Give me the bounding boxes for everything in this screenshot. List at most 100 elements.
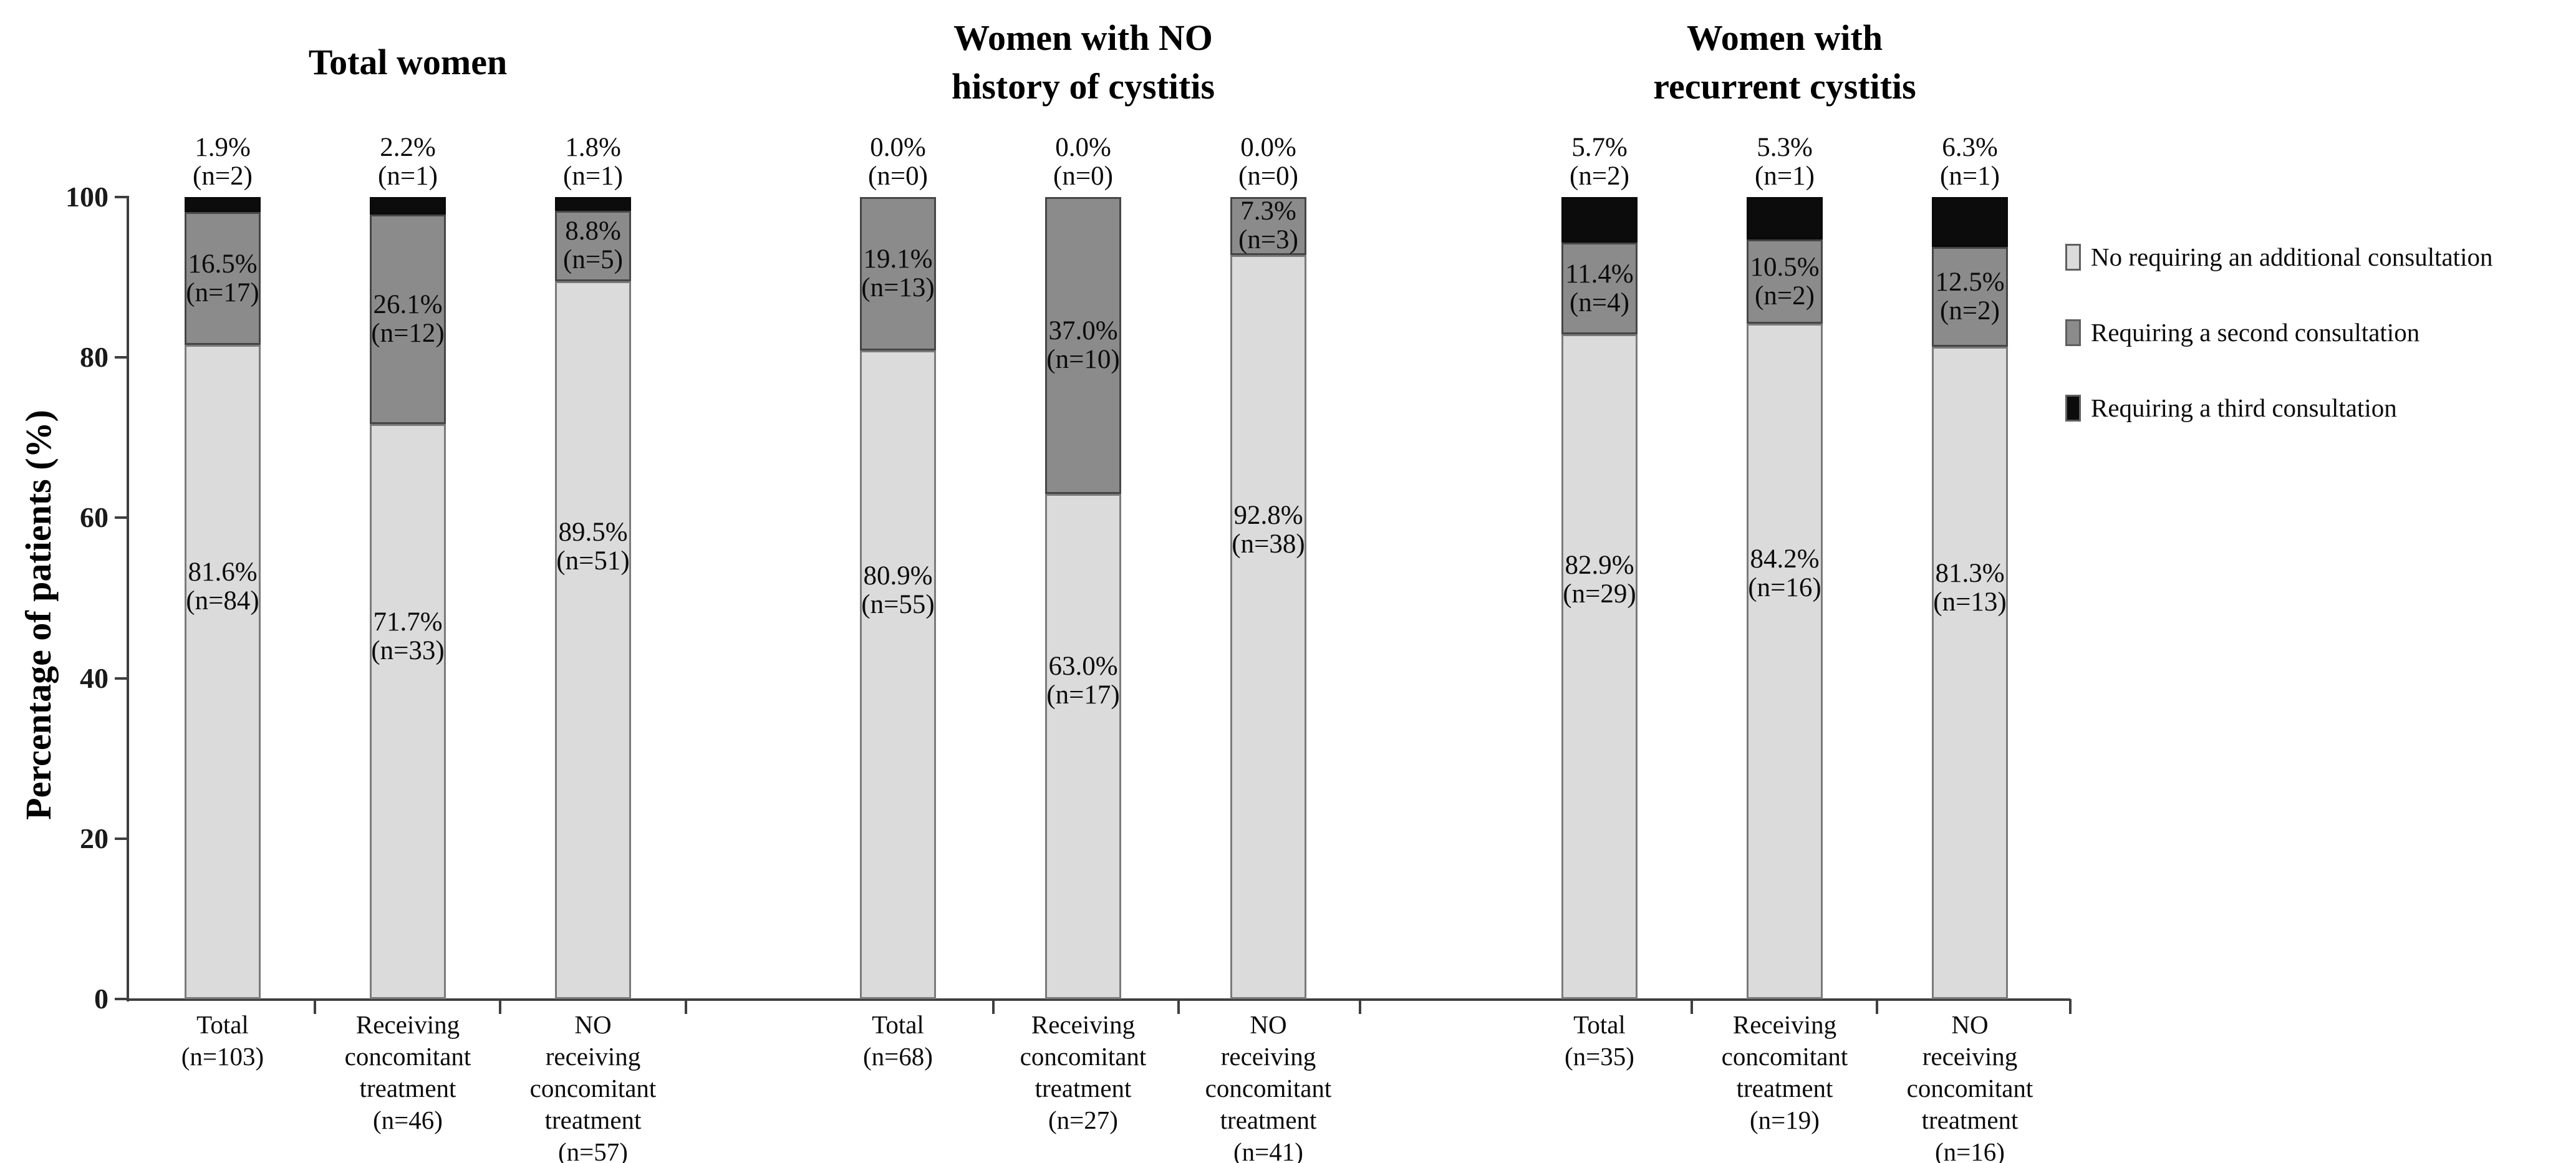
x-category-line: receiving [1220,1042,1316,1071]
group-title: Women with recurrent cystitis [1473,12,2096,112]
bar-second-label-line: (n=3) [1238,225,1298,255]
bar-top-label-line: (n=1) [378,162,438,191]
x-category-line: (n=46) [373,1106,443,1134]
bar-second-label-line: (n=10) [1046,344,1120,374]
y-tick-label: 80 [80,341,109,374]
bar-top-label-line: 0.0% [1055,133,1111,162]
bar-none-label-line: 81.3% [1935,559,2005,589]
x-category-line: Receiving [355,1010,460,1039]
x-category-line: treatment [1921,1106,2019,1134]
bar-top-label: 6.3% (n=1) [1870,133,2070,191]
bar-top-label-line: (n=1) [1940,162,2000,191]
bar-top-label-line: 1.8% [565,133,621,162]
bar-none-label: 63.0% (n=17) [983,652,1183,710]
group-title-line: recurrent cystitis [1653,66,1916,107]
group-title-line: Women with NO [953,17,1213,58]
x-tick [499,999,501,1014]
bar-none-label-line: 81.6% [188,557,258,587]
bar-none-label: 81.3% (n=13) [1870,559,2070,617]
bar-second-label-line: 37.0% [1048,316,1118,345]
bar-second-label: 26.1% (n=12) [308,291,508,348]
bar-none-label: 81.6% (n=84) [123,557,322,615]
legend-label: Requiring a second consultation [2091,318,2420,347]
bar-segment-third-consultation [555,197,631,211]
x-category-line: NO [1250,1010,1287,1039]
bar-segment-no-additional [1932,347,2008,999]
x-category-line: concomitant [1020,1042,1147,1071]
x-tick [2069,999,2072,1014]
x-category-label: NO receiving concomitant treatment (n=57) [481,1009,705,1163]
group-title-line: Total women [308,42,508,82]
bar-segment-no-additional [1230,254,1306,999]
bar-second-label: 19.1% (n=13) [798,244,998,302]
x-category-line: (n=103) [181,1042,264,1071]
group-title-line: Women with [1686,17,1883,58]
bar-second-label: 37.0% (n=10) [983,316,1183,374]
bar-top-label-line: (n=1) [563,162,623,191]
bar-none-label-line: 84.2% [1750,544,1820,574]
bar-segment-third-consultation [1747,197,1823,240]
bar-second-label-line: (n=17) [186,277,259,307]
bar-segment-no-additional [1045,493,1121,999]
bar-none-label-line: (n=33) [371,636,445,666]
bar-second-label: 8.8% (n=5) [493,217,693,274]
bar-top-label-line: 5.3% [1757,133,1813,162]
x-tick [685,999,687,1014]
bar-top-label-line: (n=1) [1755,162,1815,191]
bar-second-label-line: 26.1% [373,290,443,320]
bar-segment-second-consultation [370,215,446,424]
bar-top-label: 0.0% (n=0) [1169,133,1368,191]
x-category-line: (n=41) [1233,1137,1303,1163]
bar-segment-third-consultation [1561,197,1638,243]
bar-none-label: 92.8% (n=38) [1169,501,1368,559]
bar-none-label: 89.5% (n=51) [493,518,693,576]
x-category-label: Total (n=103) [110,1009,335,1073]
x-category-label: NO receiving concomitant treatment (n=16) [1858,1009,2082,1163]
x-category-label: Total (n=35) [1487,1009,1712,1073]
bar-segment-no-additional [185,344,261,999]
y-tick-label: 100 [65,181,109,213]
bar-second-label-line: 19.1% [863,244,933,274]
bar-segment-second-consultation [1932,246,2008,347]
x-tick [1359,999,1361,1014]
bar-segment-no-additional [555,281,631,999]
x-tick [992,999,995,1014]
x-category-line: (n=68) [863,1042,933,1071]
x-category-line: Receiving [1031,1010,1136,1039]
bar-segment-no-additional [1561,334,1638,999]
x-category-line: treatment [1736,1074,1833,1103]
y-tick [115,516,128,519]
bar-segment-third-consultation [370,197,446,215]
x-category-line: NO [574,1010,612,1039]
bar-top-label-line: 6.3% [1942,133,1998,162]
bar-second-label-line: (n=13) [861,273,935,302]
bar-none-label-line: (n=17) [1046,680,1120,710]
bar-none-label-line: 80.9% [863,561,933,591]
y-tick [115,837,128,840]
x-tick [314,999,316,1014]
x-axis-line [127,998,2070,1001]
bar-segment-third-consultation [185,197,261,213]
bar-segment-second-consultation [860,197,936,350]
bar-top-label-line: (n=2) [193,162,253,191]
bar-none-label-line: 82.9% [1565,551,1634,581]
x-category-line: Total [196,1010,249,1039]
x-category-line: treatment [359,1074,456,1103]
bar-none-label: 82.9% (n=29) [1500,551,1699,609]
bar-second-label-line: 12.5% [1935,268,2005,297]
group-title: Women with NO history of cystitis [771,12,1395,112]
bar-none-label: 84.2% (n=16) [1685,544,1884,602]
y-tick-label: 20 [80,822,109,854]
y-tick-label: 40 [80,662,109,694]
bar-top-label-line: 0.0% [1240,133,1296,162]
bar-top-label: 0.0% (n=0) [798,133,998,191]
bar-none-label-line: 63.0% [1048,651,1118,681]
bar-none-label-line: (n=29) [1563,579,1636,609]
bar-top-label: 1.8% (n=1) [493,133,693,191]
bar-second-label-line: 7.3% [1240,196,1296,226]
bar-second-label: 12.5% (n=2) [1870,268,2070,326]
x-tick [1177,999,1180,1014]
bar-segment-third-consultation [1932,197,2008,247]
x-category-label: NO receiving concomitant treatment (n=41) [1156,1009,1381,1163]
